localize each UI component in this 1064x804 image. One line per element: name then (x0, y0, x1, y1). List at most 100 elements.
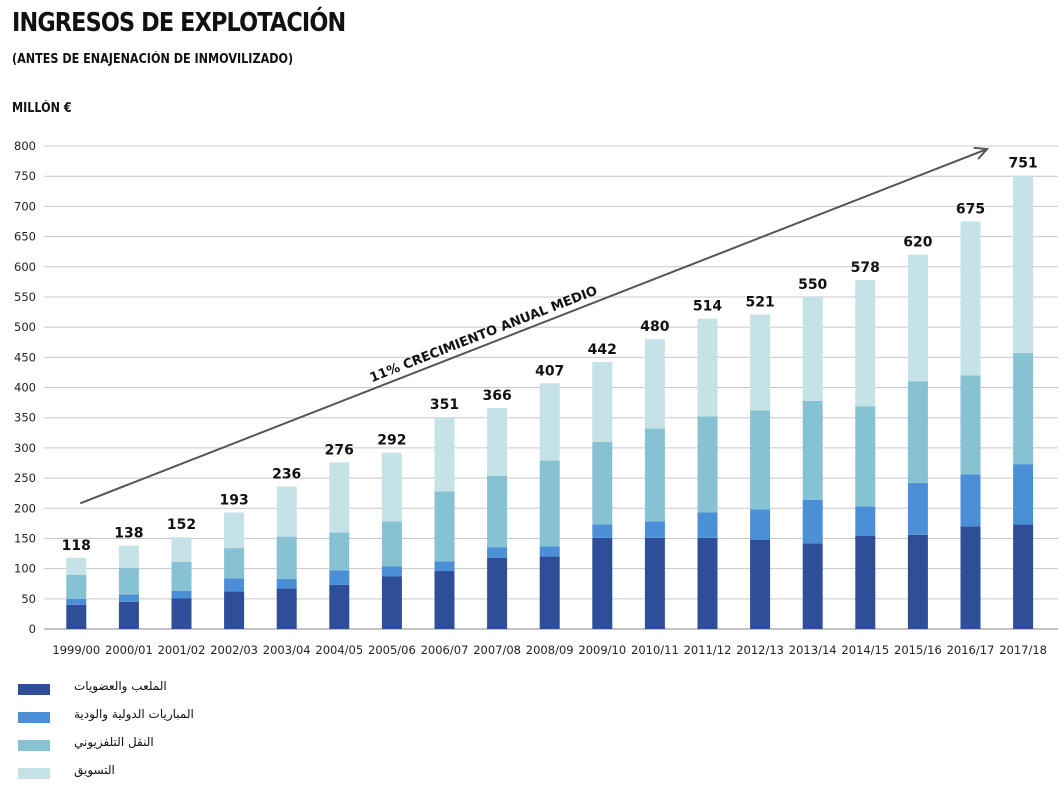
bar-segment (434, 491, 455, 562)
legend-label-matches: المباريات الدولية والودية (74, 707, 194, 721)
data-label: 675 (956, 201, 985, 217)
bar-segment (118, 545, 139, 569)
data-label: 578 (851, 260, 880, 276)
bar-segment (171, 537, 192, 562)
legend-swatch-stadium (18, 684, 50, 695)
bar-segment (750, 539, 771, 629)
x-tick-label: 2005/06 (368, 643, 416, 657)
bar-segment (750, 314, 771, 411)
legend-swatch-matches (18, 712, 50, 723)
legend-item-tv: النقل التلفزيوني (14, 733, 204, 761)
x-tick-label: 2014/15 (841, 643, 889, 657)
bar-segment (118, 568, 139, 595)
data-label: 138 (114, 526, 143, 542)
bar-segment (960, 526, 981, 629)
bar-segment (66, 598, 87, 605)
bar-segment (750, 410, 771, 510)
bar-segment (434, 571, 455, 629)
bar-segment (644, 521, 665, 538)
bar-segment (487, 547, 508, 558)
bar-segment (434, 417, 455, 492)
bar-segment (276, 588, 297, 629)
bar-segment (960, 221, 981, 376)
unit-label: MILLÓN € (12, 101, 72, 116)
x-tick-label: 2000/01 (105, 643, 153, 657)
y-tick-label: 150 (14, 531, 36, 545)
data-label: 351 (430, 397, 459, 413)
y-tick-label: 400 (14, 381, 36, 395)
bar-segment (381, 521, 402, 567)
bar-segment (487, 475, 508, 548)
legend-label-stadium: الملعب والعضويات (74, 679, 167, 693)
x-tick-label: 2011/12 (684, 643, 732, 657)
legend-item-stadium: الملعب والعضويات (14, 677, 204, 705)
x-tick-label: 1999/00 (52, 643, 100, 657)
bar-segment (1013, 175, 1034, 354)
x-tick-label: 2009/10 (578, 643, 626, 657)
chart-title: INGRESOS DE EXPLOTACIÓN (12, 8, 346, 38)
legend-label-tv: النقل التلفزيوني (74, 735, 154, 749)
bar-segment (329, 570, 350, 585)
y-tick-label: 650 (14, 230, 36, 244)
bar-segment (644, 537, 665, 629)
bar-segment (644, 339, 665, 429)
bar-segment (171, 598, 192, 629)
bar-segment (802, 499, 823, 544)
data-label: 407 (535, 363, 564, 379)
y-tick-label: 500 (14, 320, 36, 334)
bar-segment (592, 441, 613, 525)
bar-segment (1013, 464, 1034, 525)
y-tick-label: 50 (21, 592, 36, 606)
bar-segment (224, 512, 245, 549)
y-tick-label: 100 (14, 562, 36, 576)
bar-segment (224, 548, 245, 579)
bar-segment (1013, 524, 1034, 629)
bar-segment (381, 566, 402, 577)
data-label: 751 (1008, 156, 1037, 172)
data-label: 193 (219, 492, 248, 508)
bar-segment (697, 512, 718, 538)
bar-segment (539, 546, 560, 557)
bar-segment (750, 509, 771, 540)
x-tick-label: 2017/18 (999, 643, 1047, 657)
legend-swatch-tv (18, 740, 50, 751)
y-tick-label: 450 (14, 350, 36, 364)
growth-arrow-line (79, 148, 988, 505)
growth-annotation: 11% CRECIMIENTO ANUAL MEDIO (368, 284, 600, 386)
x-tick-label: 2006/07 (421, 643, 469, 657)
data-label: 480 (640, 319, 669, 335)
legend-label-marketing: التسويق (74, 763, 115, 777)
bar-segment (381, 576, 402, 629)
bar-segment (487, 557, 508, 629)
growth-arrow-head (973, 146, 990, 160)
x-tick-label: 2010/11 (631, 643, 679, 657)
y-tick-label: 0 (29, 622, 36, 636)
bar-segment (539, 383, 560, 461)
bar-segment (907, 534, 928, 629)
data-label: 620 (903, 235, 932, 251)
bar-segment (66, 604, 87, 629)
data-label: 550 (798, 277, 827, 293)
x-tick-label: 2013/14 (789, 643, 837, 657)
x-tick-label: 2016/17 (947, 643, 995, 657)
bar-segment (539, 556, 560, 629)
y-tick-label: 300 (14, 441, 36, 455)
bar-segment (171, 561, 192, 591)
bar-segment (276, 536, 297, 579)
y-tick-label: 350 (14, 411, 36, 425)
bar-segment (66, 557, 87, 575)
bar-segment (224, 591, 245, 629)
bar-segment (802, 543, 823, 629)
data-label: 366 (482, 388, 511, 404)
bar-segment (276, 486, 297, 537)
bar-segment (329, 532, 350, 571)
x-tick-label: 2003/04 (263, 643, 311, 657)
bar-segment (224, 578, 245, 592)
data-label: 152 (167, 517, 196, 533)
bar-segment (907, 482, 928, 535)
bar-segment (960, 375, 981, 475)
bar-segment (802, 296, 823, 401)
data-label: 521 (745, 294, 774, 310)
legend-item-marketing: التسويق (14, 761, 204, 789)
x-tick-label: 2001/02 (158, 643, 206, 657)
